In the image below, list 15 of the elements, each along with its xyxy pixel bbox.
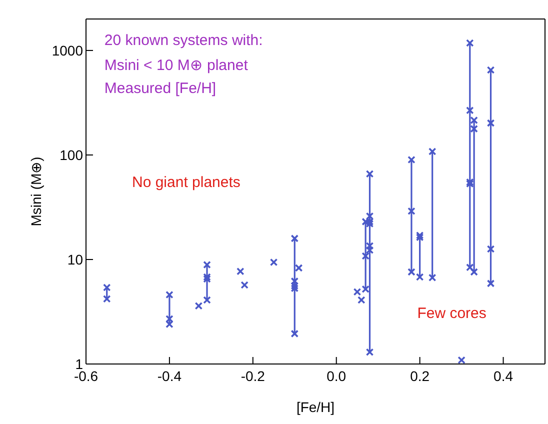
x-axis-title: [Fe/H] <box>296 399 335 415</box>
annotation: Msini < 10 M⊕ planet <box>104 56 248 74</box>
x-tick-label: -0.4 <box>157 368 182 384</box>
x-tick-label: 0.4 <box>494 368 514 384</box>
y-tick-label: 1000 <box>52 42 84 58</box>
y-axis-title: Msini (M⊕) <box>28 156 44 226</box>
x-tick-label: 0.0 <box>326 368 346 384</box>
annotation: Few cores <box>417 305 486 322</box>
y-tick-label: 10 <box>67 251 84 268</box>
annotation: No giant planets <box>132 174 240 191</box>
annotation: Measured [Fe/H] <box>104 80 216 98</box>
x-tick-label: 0.2 <box>410 368 430 384</box>
y-tick-label: 100 <box>60 146 84 163</box>
annotation: 20 known systems with: <box>104 32 263 49</box>
x-tick-label: -0.2 <box>240 368 266 384</box>
